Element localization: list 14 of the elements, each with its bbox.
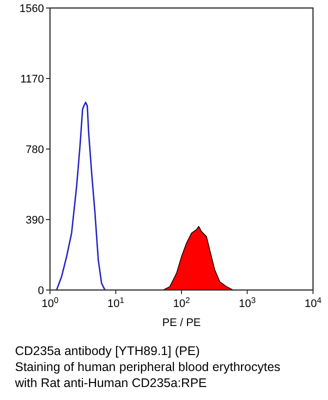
x-tick-label: 10$^{1}$ <box>107 296 125 310</box>
y-tick-label: 390 <box>26 214 44 226</box>
text: with Rat anti-Human CD235a:RPE <box>14 376 207 390</box>
x-axis-title: PE / PE <box>162 317 201 329</box>
x-tick-label: 10$^{2}$ <box>173 296 190 310</box>
x-tick-label: 10$^{0}$ <box>42 296 59 310</box>
text: Staining of human peripheral blood erythrocytes <box>15 360 280 374</box>
y-tick-label: 780 <box>26 144 44 156</box>
text: CD235a antibody [YTH89.1] (PE) <box>15 344 200 358</box>
x-tick-label: 10$^{3}$ <box>238 296 256 310</box>
y-tick-label: 1560 <box>20 2 44 15</box>
x-tick-label: 10$^{4}$ <box>304 296 322 310</box>
y-tick-label: 0 <box>38 284 44 297</box>
y-tick-label: 1170 <box>20 73 44 86</box>
